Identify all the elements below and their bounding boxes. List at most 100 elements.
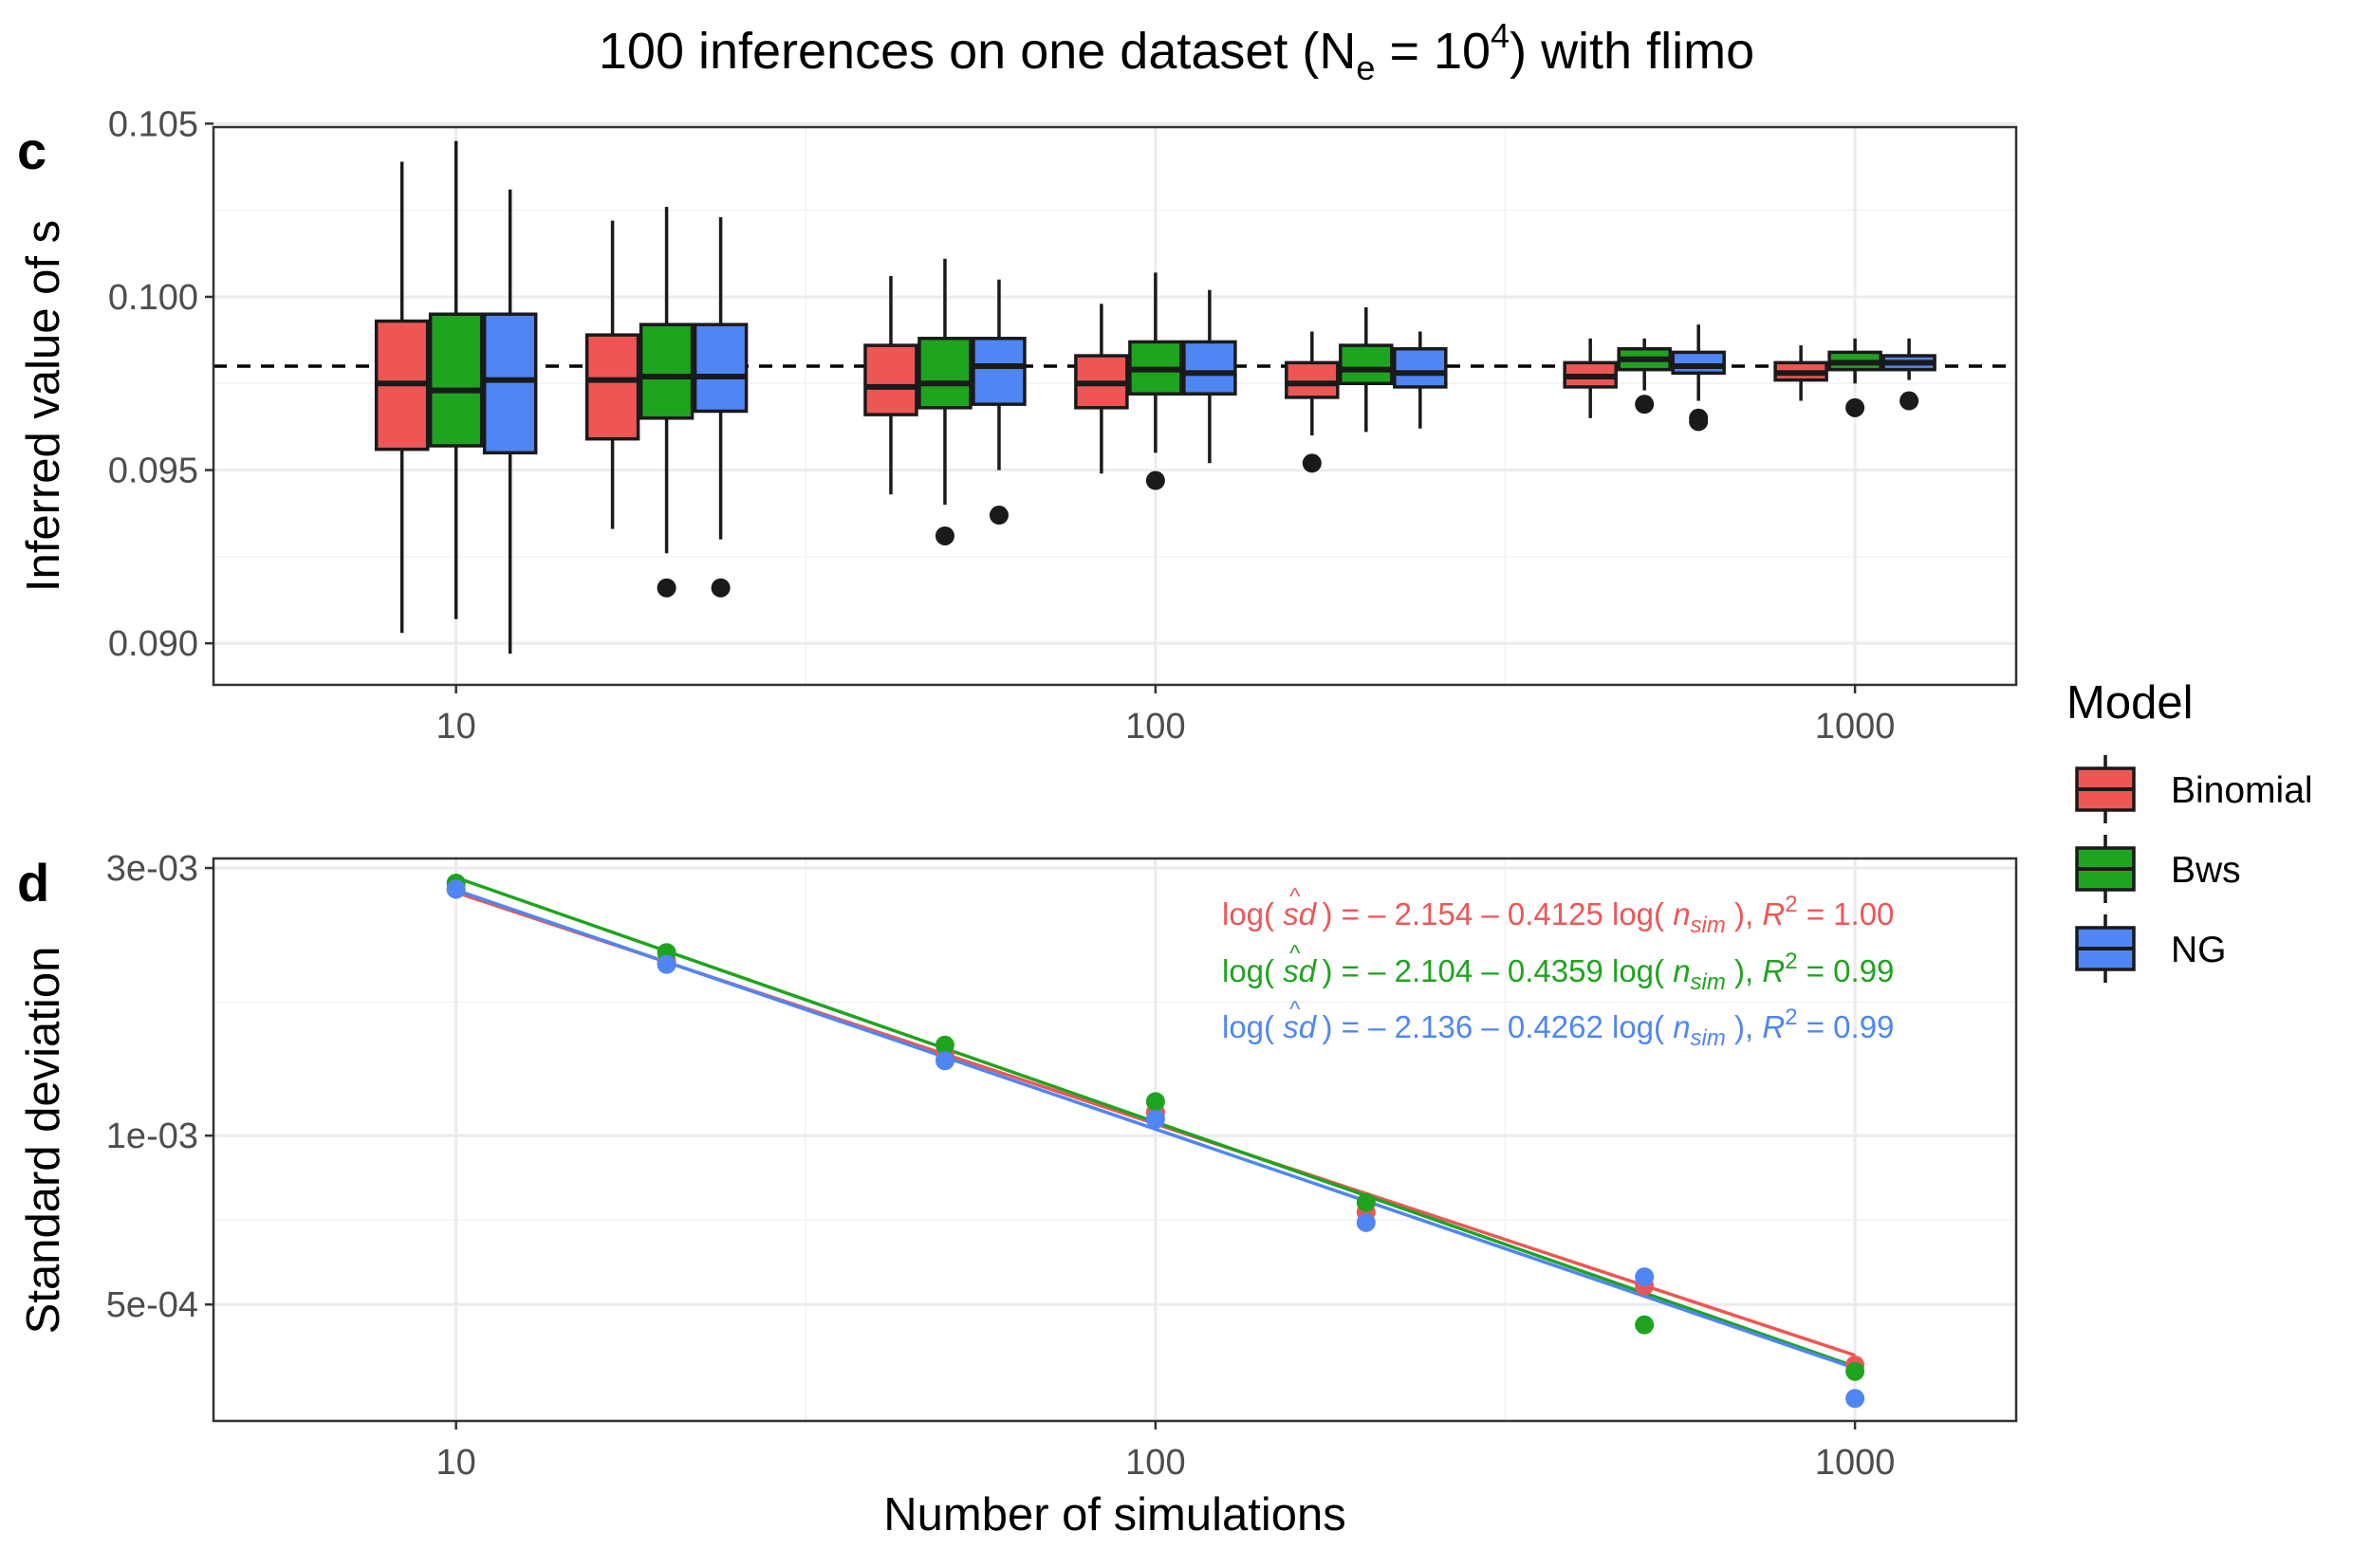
x-tick-label: 10: [436, 1443, 476, 1483]
outlier-point: [1845, 397, 1865, 417]
box-body: [639, 323, 695, 420]
panel-d-y-axis-label: Standard deviation: [18, 947, 69, 1335]
box-body: [1671, 350, 1726, 376]
figure-title: 100 inferences on one dataset (Ne = 104)…: [599, 16, 1754, 87]
panel-d-equations: log( sd^ ) = – 2.154 – 0.4125 log( nsim …: [1222, 884, 1894, 1051]
legend-item-bws: Bws: [2075, 835, 2241, 903]
box-body: [428, 312, 484, 448]
point-ng: [446, 879, 466, 899]
equation-part: = 1.00: [1798, 896, 1895, 932]
legend-item-binomial: Binomial: [2075, 755, 2313, 823]
equation-part: ) = – 2.104 – 0.4359 log(: [1313, 953, 1673, 988]
panel-c-grid: [213, 121, 2016, 685]
box-ng-500: [1671, 324, 1726, 432]
equation-part: R: [1762, 896, 1785, 932]
box-body: [482, 312, 538, 455]
box-binomial-1000: [1773, 345, 1828, 401]
panel-d-plot: 5e-04 1e-03 3e-03 10 100 1000 Standard devia…: [18, 849, 2018, 1540]
legend-items: Binomial Bws NG: [2075, 755, 2313, 983]
y-tick-label: 5e-04: [106, 1285, 198, 1325]
box-bws-10: [428, 140, 484, 619]
equation-part: 2: [1785, 949, 1797, 974]
box-bws-1000: [1827, 338, 1882, 417]
panel-c-plot: 0.090 0.095 0.100 0.105 10 100 1000 Inferred …: [18, 104, 2018, 747]
box-body: [972, 337, 1027, 406]
panel-tag-c: c: [17, 120, 46, 180]
outlier-point: [1302, 453, 1322, 473]
title-superscript: 4: [1491, 16, 1510, 55]
x-tick-label: 100: [1125, 1443, 1185, 1483]
legend-label: NG: [2171, 930, 2227, 970]
box-ng-20: [693, 216, 749, 598]
x-tick-label: 100: [1125, 707, 1185, 747]
outlier-point: [1145, 470, 1165, 490]
equation-binomial: log( sd^ ) = – 2.154 – 0.4125 log( nsim …: [1222, 884, 1894, 938]
box-body: [1339, 343, 1394, 386]
equation-part: sim: [1691, 913, 1726, 938]
point-ng: [1845, 1389, 1865, 1409]
point-ng: [935, 1051, 954, 1071]
box-body: [917, 337, 973, 410]
outlier-point: [989, 506, 1009, 526]
sd-hat: ^: [1289, 884, 1301, 910]
box-ng-10: [482, 189, 538, 655]
point-bws: [1356, 1192, 1376, 1212]
box-bws-200: [1339, 306, 1394, 433]
box-body: [863, 343, 918, 416]
point-bws: [935, 1035, 954, 1055]
equation-part: ),: [1726, 896, 1763, 932]
panel-c-x-ticks: 10 100 1000: [436, 685, 1895, 747]
box-ng-50: [972, 279, 1027, 526]
equation-part: ) = – 2.154 – 0.4125 log(: [1313, 896, 1673, 932]
box-ng-100: [1182, 289, 1237, 464]
box-binomial-100: [1074, 304, 1129, 474]
equation-part: n: [1673, 1009, 1690, 1044]
box-body: [693, 323, 749, 414]
equation-part: = 0.99: [1798, 953, 1895, 988]
point-bws: [1845, 1361, 1865, 1381]
outlier-point: [1899, 391, 1919, 411]
equation-part: 2: [1785, 892, 1797, 917]
equation-part: n: [1673, 953, 1690, 988]
y-tick-label: 3e-03: [106, 849, 198, 889]
equation-part: R: [1762, 953, 1785, 988]
equation-part: log(: [1222, 1009, 1283, 1044]
equation-part: ),: [1726, 1009, 1763, 1044]
box-binomial-50: [863, 276, 918, 495]
box-body: [584, 333, 640, 441]
panel-d-y-ticks: 5e-04 1e-03 3e-03: [106, 849, 213, 1325]
box-binomial-200: [1285, 331, 1340, 473]
fit-line-ng: [455, 888, 1856, 1371]
box-bws-500: [1617, 338, 1672, 415]
panel-d-points: [446, 873, 1865, 1409]
point-ng: [1145, 1109, 1165, 1129]
panel-d-x-axis-label: Number of simulations: [883, 1489, 1345, 1540]
panel-d-x-ticks: 10 100 1000: [436, 1421, 1895, 1483]
sd-var: sd: [1283, 896, 1318, 932]
box-body: [1393, 346, 1448, 389]
outlier-point: [711, 578, 731, 598]
panel-c-y-axis-label: Inferred value of s: [18, 220, 69, 592]
box-binomial-10: [374, 161, 430, 634]
legend: Model Binomial Bws NG: [2066, 677, 2313, 983]
box-body: [1182, 340, 1237, 396]
point-bws: [1635, 1315, 1655, 1335]
point-ng: [657, 954, 676, 974]
x-tick-label: 10: [436, 707, 476, 747]
y-tick-label: 0.095: [108, 452, 198, 491]
y-tick-label: 0.105: [108, 104, 198, 144]
outlier-point: [1635, 395, 1655, 415]
box-ng-1000: [1881, 338, 1936, 411]
equation-part: ),: [1726, 953, 1763, 988]
equation-part: n: [1673, 896, 1690, 932]
panel-d-background: [213, 858, 2016, 1421]
legend-label: Bws: [2171, 850, 2241, 891]
title-subscript: e: [1356, 48, 1375, 87]
box-binomial-20: [584, 220, 640, 529]
sd-hat: ^: [1289, 997, 1301, 1023]
point-ng: [1356, 1212, 1376, 1232]
panel-d-grid: [213, 858, 2016, 1421]
equation-ng: log( sd^ ) = – 2.136 – 0.4262 log( nsim …: [1222, 997, 1894, 1051]
sd-hat: ^: [1289, 941, 1301, 967]
